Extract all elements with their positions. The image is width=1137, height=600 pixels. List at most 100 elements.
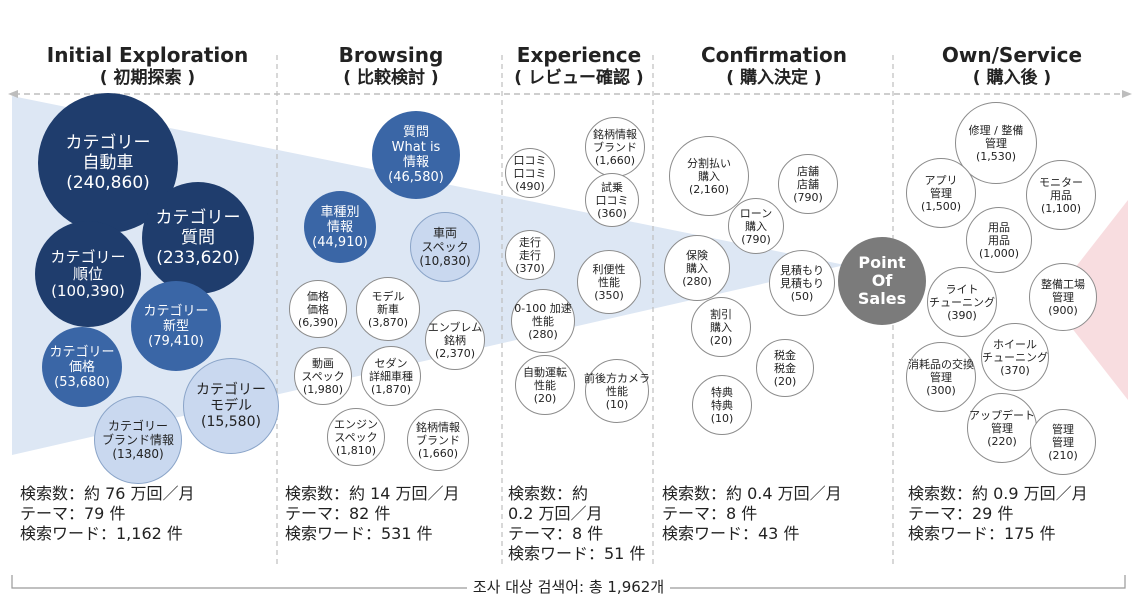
bubble-label: 見積もり [780,276,824,290]
stage-header: Confirmation( 購入決定 ) [656,44,892,90]
stat-line: 検索数：約 0.4 万回／月 [662,484,842,503]
bubble-label: 0-100 加速 [514,301,572,315]
theme-bubble: 走行 走行 (370) [505,230,555,280]
bubble-label: (100,390) [51,281,125,300]
stage-stats: 検索数：約 0.2 万回／月 テーマ：8 件検索ワード：51 件 [508,484,645,564]
bubble-label: 購入 [745,219,767,233]
bubble-label: モデル [371,289,405,303]
theme-bubble: カテゴリー 順位 (100,390) [35,221,141,327]
bubble-label: (210) [1048,448,1078,462]
bubble-label: 口コミ [595,193,629,207]
bubble-label: 利便性 [592,262,626,276]
theme-bubble: 税金 税金 (20) [756,339,814,397]
stage-stats: 検索数：約 0.4 万回／月 テーマ：8 件検索ワード：43 件 [662,484,842,544]
theme-bubble: 自動運転 性能 (20) [515,355,575,415]
bubble-label: カテゴリー [107,419,168,433]
stage-title: Initial Exploration [46,43,249,67]
bubble-label: 走行 [519,235,541,249]
bubble-label: (490) [515,179,545,193]
theme-bubble: 見積もり 見積もり (50) [769,250,835,316]
bubble-label: スペック [301,369,345,383]
bubble-label: (13,480) [112,447,164,461]
bubble-label: 管理 [1052,435,1074,449]
stat-line: 検索ワード：1,162 件 [20,524,183,543]
bubble-label: モニター [1039,175,1083,189]
theme-bubble: アップデート 管理 (220) [967,393,1037,463]
bubble-label: 用品 [988,233,1010,247]
theme-bubble: 用品 用品 (1,000) [966,207,1032,273]
bubble-label: 銘柄 [444,333,466,347]
bubble-label: カテゴリー [50,247,126,266]
bubble-label: (370) [1000,363,1030,377]
bubble-label: 価格 [307,302,329,316]
theme-bubble: 口コミ 口コミ (490) [505,148,555,198]
bubble-label: (370) [515,261,545,275]
theme-bubble: 整備工場 管理 (900) [1029,263,1097,331]
bubble-label: スペック [421,240,469,254]
bubble-label: エンジン [334,417,378,431]
theme-bubble: 割引 購入 (20) [691,297,751,357]
theme-bubble: 前後方カメラ 性能 (10) [584,359,650,423]
bubble-label: What is [391,140,441,155]
theme-bubble: 管理 管理 (210) [1030,409,1096,475]
bubble-label: セダン [374,356,408,370]
bubble-label: 修理 / 整備 [968,123,1024,137]
bubble-label: 走行 [519,248,541,262]
bubble-label: (360) [597,206,627,220]
bubble-label: ブランド情報 [101,433,174,447]
bubble-label: カテゴリー [155,208,241,228]
theme-bubble: カテゴリー 価格 (53,680) [42,327,122,407]
theme-bubble: 分割払い 購入 (2,160) [669,136,749,216]
bubble-label: 店舗 [797,177,819,191]
bubble-label: 自動運転 [523,365,567,379]
bubble-label: 質問 [181,228,215,248]
stage-stats: 検索数：約 76 万回／月 テーマ：79 件検索ワード：1,162 件 [20,484,195,544]
theme-bubble: モデル 新車 (3,870) [356,277,420,341]
bubble-label: 税金 [774,361,796,375]
theme-bubble: 消耗品の交換 管理 (300) [906,342,976,412]
bubble-label: Sales [857,289,907,308]
bubble-label: 銘柄情報 [416,420,460,434]
bubble-label: 消耗品の交換 [908,357,974,371]
bubble-label: モデル [210,398,252,414]
bubble-label: (280) [682,274,712,288]
theme-bubble: ローン 購入 (790) [728,198,784,254]
stat-line: 検索ワード：43 件 [662,524,800,543]
theme-bubble: カテゴリー モデル (15,580) [183,358,279,454]
theme-bubble: 利便性 性能 (350) [577,250,641,314]
bubble-label: (1,500) [920,199,962,213]
stage-title: Confirmation [700,43,848,67]
theme-bubble: 動画 スペック (1,980) [294,347,352,405]
bubble-label: 詳細車種 [369,369,413,383]
bubble-label: チューニング [982,350,1048,364]
bubble-label: 割引 [710,307,732,321]
bubble-label: (10) [605,397,629,411]
bubble-label: (20) [709,333,733,347]
bubble-label: (44,910) [312,234,368,250]
bubble-label: 情報 [326,219,353,235]
bubble-label: 性能 [532,314,554,328]
theme-bubble: 銘柄情報 ブランド (1,660) [407,409,469,471]
bubble-label: ブランド [593,140,637,154]
footer-total: 조사 대상 검색어: 총 1,962개 [0,576,1137,597]
theme-bubble: カテゴリー ブランド情報 (13,480) [94,396,182,484]
stat-line: 検索数：約 0.9 万回／月 [908,484,1088,503]
bubble-label: 整備工場 [1041,277,1085,291]
bubble-label: (233,620) [156,248,240,268]
theme-bubble: 店舗 店舗 (790) [778,154,838,214]
bubble-label: カテゴリー [65,133,151,153]
theme-bubble: 質問 What is 情報 (46,580) [372,111,460,199]
bubble-label: (50) [790,289,814,303]
stat-line: 検索数：約 14 万回／月 [285,484,460,503]
bubble-label: 動画 [312,356,334,370]
stat-line: テーマ：82 件 [285,504,391,523]
stage-stats: 検索数：約 0.9 万回／月 テーマ：29 件検索ワード：175 件 [908,484,1088,544]
theme-bubble: カテゴリー 質問 (233,620) [142,182,254,294]
stage-subtitle: ( 初期探索 ) [99,68,196,88]
point-of-sales-bubble: Point Of Sales [838,237,926,325]
bubble-label: 保険 [686,248,708,262]
bubble-label: 管理 [991,421,1013,435]
bubble-label: (220) [987,434,1017,448]
bubble-label: (1,810) [335,443,377,457]
bubble-label: (3,870) [367,315,409,329]
